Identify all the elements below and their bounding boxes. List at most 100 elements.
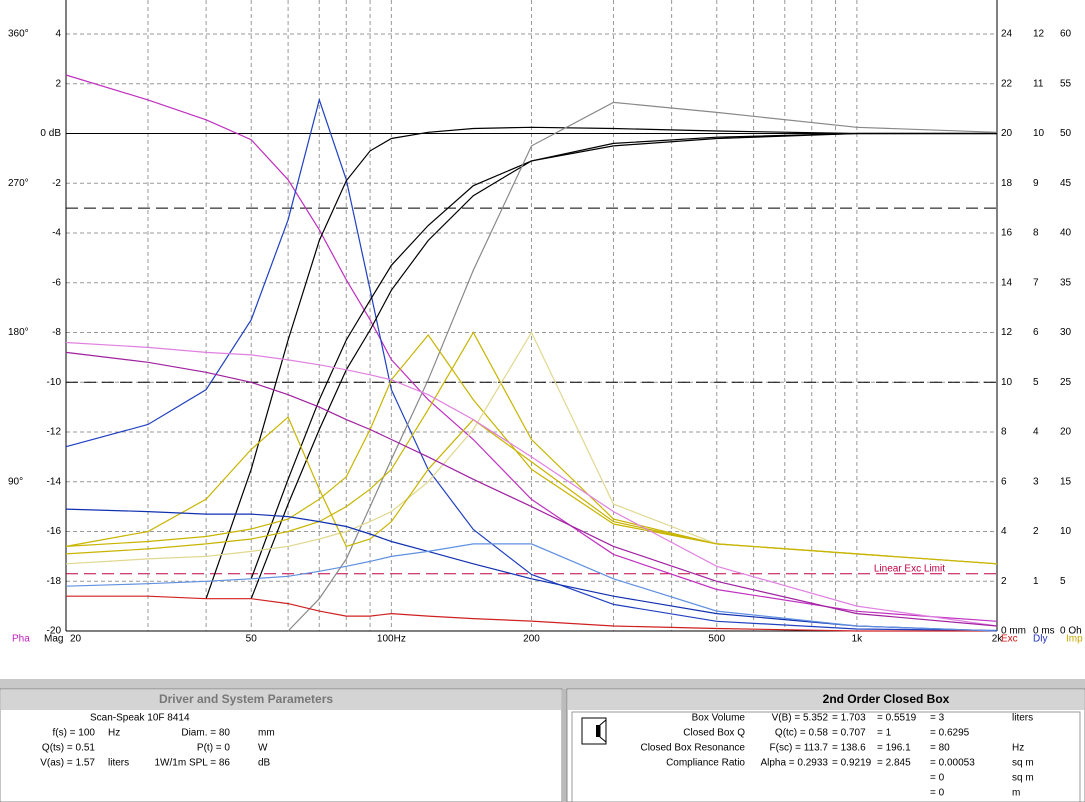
x-tick-label: 20 <box>70 634 82 645</box>
phase-tick-label: 90° <box>8 476 23 487</box>
right-tick-label: 9 <box>1033 178 1039 189</box>
right-tick-label: 50 <box>1060 128 1072 139</box>
curve <box>287 101 998 632</box>
right-tick-label: 5 <box>1060 576 1066 587</box>
right-tick-label: 7 <box>1033 277 1039 288</box>
y-tick-label: -10 <box>47 377 62 388</box>
curve <box>250 132 997 599</box>
row-unit: Hz <box>1012 743 1024 754</box>
curve <box>65 97 998 632</box>
axis-label: Exc <box>1001 634 1018 645</box>
right-tick-label: 4 <box>1001 526 1007 537</box>
box-panel-title: 2nd Order Closed Box <box>823 692 950 706</box>
param-unit: liters <box>108 758 129 769</box>
row-value: = 1.703 <box>832 713 866 724</box>
right-tick-label: 8 <box>1001 427 1007 438</box>
right-tick-label: 20 <box>1001 128 1013 139</box>
row-unit: sq m <box>1012 758 1034 769</box>
box-panel-titlebar <box>568 690 1084 710</box>
right-tick-label: 0 ms <box>1033 626 1055 637</box>
right-tick-label: 15 <box>1060 476 1072 487</box>
row-unit: liters <box>1012 713 1033 724</box>
y-tick-label: -8 <box>52 327 61 338</box>
row-value: = 80 <box>930 743 950 754</box>
plot <box>65 0 998 632</box>
driver-name: Scan-Speak 10F 8414 <box>90 713 190 724</box>
right-tick-label: 11 <box>1033 78 1044 89</box>
param-unit: mm <box>258 728 275 739</box>
row-label: Compliance Ratio <box>666 758 745 769</box>
row-value: = 2.845 <box>877 758 911 769</box>
right-tick-label: 30 <box>1060 327 1072 338</box>
row-value: = 138.6 <box>832 743 866 754</box>
right-tick-label: 1 <box>1033 576 1039 587</box>
right-tick-label: 0 Oh <box>1060 626 1082 637</box>
phase-tick-label: 180° <box>8 327 29 338</box>
curve <box>65 331 998 565</box>
right-tick-label: 18 <box>1001 178 1013 189</box>
row-label: Closed Box Resonance <box>640 743 745 754</box>
row-unit: sq m <box>1012 773 1034 784</box>
right-tick-label: 20 <box>1060 427 1072 438</box>
axis-label: Dly <box>1033 634 1047 645</box>
y-tick-label: -6 <box>52 277 61 288</box>
y-tick-label: -16 <box>47 526 62 537</box>
row-value: = 0.6295 <box>930 728 970 739</box>
right-tick-label: 8 <box>1033 228 1039 239</box>
row-value: Alpha = 0.2933 <box>760 758 828 769</box>
row-unit: m <box>1012 788 1020 799</box>
param: 1W/1m SPL = 86 <box>155 758 231 769</box>
param: Q(ts) = 0.51 <box>42 743 96 754</box>
curve <box>65 334 998 565</box>
x-tick-label: 100Hz <box>377 634 406 645</box>
right-tick-label: 2 <box>1033 526 1039 537</box>
right-tick-label: 40 <box>1060 228 1072 239</box>
param: V(as) = 1.57 <box>40 758 95 769</box>
right-tick-label: 2 <box>1001 576 1007 587</box>
curve <box>65 543 998 632</box>
reference-label: Linear Exc Limit <box>874 563 945 574</box>
right-tick-label: 35 <box>1060 277 1072 288</box>
right-tick-label: 14 <box>1001 277 1013 288</box>
right-tick-label: 10 <box>1001 377 1013 388</box>
curve <box>66 595 997 632</box>
curve <box>65 508 998 632</box>
row-value: = 3 <box>930 713 945 724</box>
driver-panel-title: Driver and System Parameters <box>159 692 333 706</box>
row-value: F(sc) = 113.7 <box>770 743 829 754</box>
param-unit: dB <box>258 758 271 769</box>
curve <box>65 351 998 627</box>
right-tick-label: 6 <box>1033 327 1039 338</box>
right-tick-label: 25 <box>1060 377 1072 388</box>
axis-label: Imp <box>1066 634 1083 645</box>
right-tick-label: 55 <box>1060 78 1072 89</box>
right-tick-label: 12 <box>1001 327 1013 338</box>
right-tick-label: 12 <box>1033 29 1045 40</box>
right-tick-label: 45 <box>1060 178 1072 189</box>
row-label: Box Volume <box>692 713 746 724</box>
curve <box>65 416 998 565</box>
x-tick-label: 500 <box>708 634 725 645</box>
x-tick-label: 200 <box>523 634 540 645</box>
right-tick-label: 22 <box>1001 78 1013 89</box>
right-tick-label: 6 <box>1001 476 1007 487</box>
right-tick-label: 16 <box>1001 228 1013 239</box>
x-tick-label: 2k <box>992 634 1004 645</box>
curve <box>205 126 997 599</box>
divider <box>0 679 1085 689</box>
y-tick-label: -18 <box>47 576 62 587</box>
y-tick-label: 2 <box>55 78 61 89</box>
curve <box>250 132 997 580</box>
row-value: = 196.1 <box>877 743 911 754</box>
y-tick-label: -14 <box>47 476 62 487</box>
right-tick-label: 0 mm <box>1001 626 1026 637</box>
speaker-icon <box>581 717 607 745</box>
right-tick-label: 10 <box>1060 526 1072 537</box>
driver-panel-titlebar <box>1 690 561 710</box>
axis-label: Mag <box>44 634 63 645</box>
row-value: = 0.00053 <box>930 758 975 769</box>
curve <box>65 331 998 565</box>
right-tick-label: 10 <box>1033 128 1045 139</box>
right-tick-label: 5 <box>1033 377 1039 388</box>
